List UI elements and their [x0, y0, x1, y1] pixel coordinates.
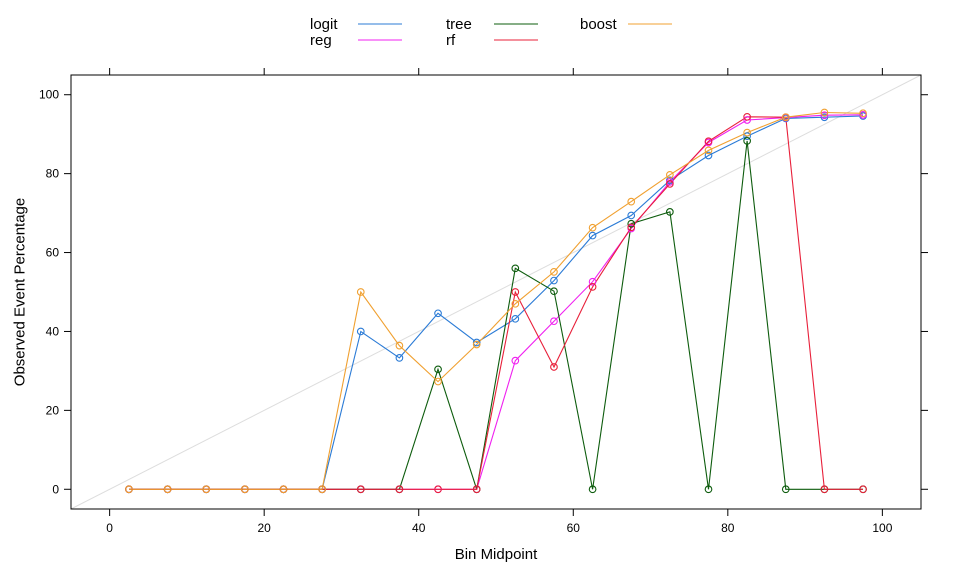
y-tick-label: 60 [46, 246, 60, 260]
data-point-rf [395, 485, 404, 494]
data-point-rf [550, 363, 558, 371]
data-point-rf [434, 485, 442, 494]
data-point-boost [627, 197, 636, 206]
data-point-tree [666, 208, 674, 216]
data-point-boost [163, 485, 172, 494]
data-point-reg [820, 111, 829, 120]
plot-frame [70, 74, 922, 510]
data-point-logit [704, 151, 713, 160]
data-point-boost [434, 377, 442, 386]
data-point-tree [434, 365, 442, 374]
data-point-boost [472, 340, 481, 349]
legend-label-boost: boost [580, 16, 618, 33]
series-line-boost [129, 111, 864, 490]
data-point-boost [511, 299, 520, 308]
data-point-reg [511, 356, 520, 365]
x-tick-label: 80 [721, 521, 735, 535]
data-point-boost [241, 485, 249, 494]
data-point-logit [356, 327, 365, 336]
data-point-boost [820, 108, 829, 117]
data-point-rf [859, 485, 867, 494]
y-axis: 0 20 40 60 80 100 [39, 88, 928, 496]
data-point-tree [511, 264, 520, 273]
x-tick-label: 0 [106, 521, 113, 535]
series-points [125, 108, 867, 494]
legend-label-reg: reg [310, 32, 332, 49]
data-point-tree [781, 485, 790, 494]
data-point-logit [550, 276, 558, 285]
data-point-boost [704, 146, 713, 155]
x-axis-title: Bin Midpoint [455, 546, 538, 563]
data-point-rf [704, 137, 713, 146]
data-point-boost [202, 485, 211, 494]
x-tick-label: 60 [567, 521, 581, 535]
x-tick-label: 40 [412, 521, 426, 535]
series-line-logit [129, 115, 864, 490]
data-point-boost [318, 485, 326, 494]
data-point-tree [627, 219, 636, 228]
series-lines [129, 111, 864, 490]
data-point-boost [395, 341, 404, 350]
data-point-boost [743, 128, 751, 137]
data-point-rf [627, 223, 636, 232]
y-tick-label: 80 [46, 167, 60, 181]
data-point-rf [472, 485, 481, 494]
y-tick-label: 100 [39, 88, 59, 102]
data-point-rf [666, 180, 674, 188]
x-axis: 0 20 40 60 80 100 [106, 68, 893, 535]
data-point-logit [743, 132, 751, 141]
data-point-boost [279, 485, 288, 494]
reference-diagonal-line [70, 74, 922, 510]
y-tick-label: 20 [46, 403, 60, 417]
data-point-reg [550, 317, 558, 326]
data-point-logit [588, 231, 597, 240]
series-line-rf [129, 116, 863, 490]
data-point-tree [550, 287, 558, 296]
series-line-tree [129, 140, 863, 490]
data-point-boost [666, 170, 674, 179]
data-point-tree [704, 485, 713, 494]
data-point-logit [511, 314, 520, 323]
legend-label-tree: tree [446, 16, 472, 33]
data-point-rf [588, 283, 597, 291]
y-axis-title: Observed Event Percentage [11, 198, 28, 386]
data-point-tree [743, 137, 751, 145]
data-point-logit [627, 211, 636, 220]
data-point-reg [743, 116, 751, 124]
data-point-logit [434, 309, 442, 318]
data-point-reg [588, 277, 597, 286]
legend-label-logit: logit [310, 16, 338, 33]
data-point-boost [781, 113, 790, 122]
y-tick-label: 0 [52, 482, 59, 496]
x-tick-label: 20 [258, 521, 272, 535]
data-point-boost [859, 109, 867, 118]
data-point-boost [356, 288, 365, 296]
series-line-reg [129, 114, 864, 490]
data-point-rf [511, 288, 520, 296]
data-point-rf [356, 485, 365, 494]
data-point-logit [395, 354, 404, 362]
data-point-boost [550, 268, 558, 276]
data-point-rf [743, 112, 751, 121]
x-tick-label: 100 [872, 521, 892, 535]
data-point-boost [125, 485, 133, 494]
y-tick-label: 40 [46, 324, 60, 338]
data-point-boost [588, 223, 597, 232]
legend-label-rf: rf [446, 32, 456, 49]
data-point-tree [588, 485, 597, 494]
data-point-rf [820, 485, 829, 494]
